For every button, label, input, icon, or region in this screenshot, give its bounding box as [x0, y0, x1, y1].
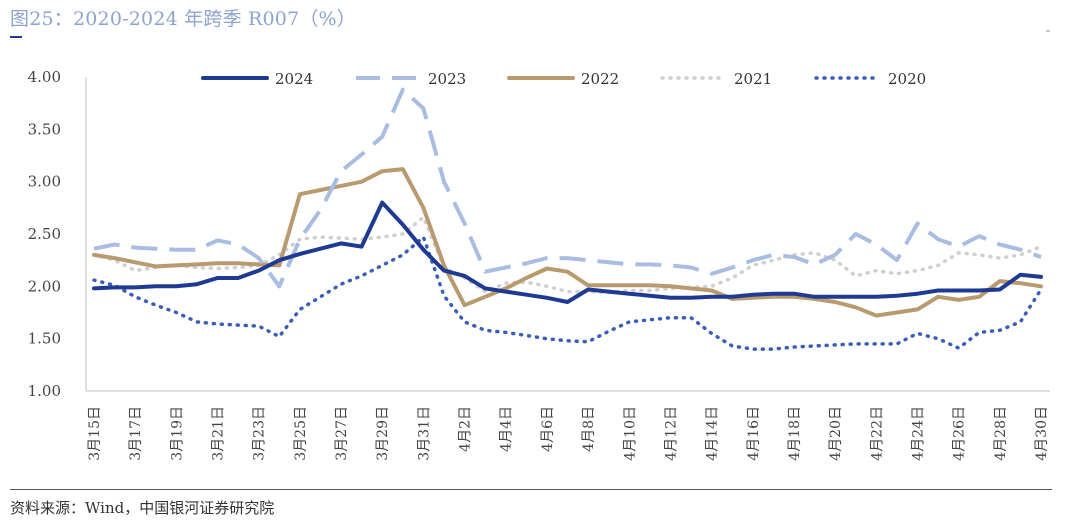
- series-line-2022: [92, 167, 1043, 318]
- x-tick-label: 3月15日: [87, 406, 103, 461]
- y-tick-label: 2.50: [28, 225, 61, 243]
- y-tick-label: 4.00: [28, 68, 61, 86]
- x-tick-label: 3月31日: [416, 406, 432, 461]
- y-axis-ticks: 1.00 1.50 2.00 2.50 3.00 3.50 4.00: [28, 68, 61, 400]
- x-tick-label: 4月10日: [622, 406, 638, 461]
- series-lines: [92, 87, 1043, 351]
- legend: 2024 2023 2022 2021 2020: [201, 70, 926, 88]
- legend-label-2020: 2020: [888, 70, 926, 88]
- x-tick-label: 3月17日: [128, 406, 144, 461]
- x-tick-label: 4月26日: [952, 406, 968, 461]
- x-tick-label: 3月19日: [169, 406, 185, 461]
- legend-label-2024: 2024: [275, 70, 313, 88]
- y-tick-label: 1.50: [28, 330, 61, 348]
- y-tick-label: 1.00: [28, 382, 61, 400]
- x-tick-label: 4月12日: [663, 406, 679, 461]
- x-tick-label: 4月20日: [828, 406, 844, 461]
- source-note: 资料来源：Wind，中国银河证券研究院: [10, 499, 275, 517]
- x-tick-label: 4月22日: [869, 406, 885, 461]
- x-tick-label: 4月28日: [993, 406, 1009, 461]
- axes: [85, 77, 1050, 392]
- legend-label-2023: 2023: [428, 70, 466, 88]
- series-line-2023: [93, 87, 1042, 289]
- source-divider: [10, 489, 1052, 490]
- x-tick-label: 4月18日: [787, 406, 803, 461]
- series-line-2021: [92, 215, 1043, 295]
- x-tick-label: 3月29日: [375, 406, 391, 461]
- legend-label-2022: 2022: [581, 70, 619, 88]
- x-tick-label: 3月23日: [252, 406, 268, 461]
- y-tick-label: 2.00: [28, 277, 61, 295]
- x-tick-label: 3月27日: [334, 406, 350, 461]
- x-tick-label: 4月24日: [910, 406, 926, 461]
- x-tick-label: 4月16日: [746, 406, 762, 461]
- legend-label-2021: 2021: [734, 70, 772, 88]
- x-tick-label: 4月30日: [1034, 406, 1050, 461]
- series-line-2024: [92, 200, 1043, 304]
- y-tick-label: 3.50: [28, 120, 61, 138]
- x-tick-label: 4月14日: [705, 406, 721, 461]
- y-tick-label: 3.00: [28, 173, 61, 191]
- series-line-2020: [92, 235, 1043, 351]
- x-axis-ticks: 3月15日 3月17日 3月19日 3月21日 3月23日 3月25日 3月27日 3月29日…: [87, 406, 1050, 461]
- x-tick-label: 4月6日: [540, 406, 556, 452]
- x-tick-label: 4月4日: [499, 406, 515, 452]
- title-underline: [10, 36, 22, 38]
- chart-title: 图25：2020-2024 年跨季 R007（%）: [10, 8, 357, 30]
- x-tick-label: 3月21日: [211, 406, 227, 461]
- x-tick-label: 4月8日: [581, 406, 597, 452]
- x-tick-label: 4月2日: [458, 406, 474, 452]
- line-chart: 1.001.502.002.503.003.504.00 3月15日 3月17日 3…: [28, 68, 1050, 461]
- corner-mark: [1046, 30, 1050, 32]
- x-tick-label: 3月25日: [293, 406, 309, 461]
